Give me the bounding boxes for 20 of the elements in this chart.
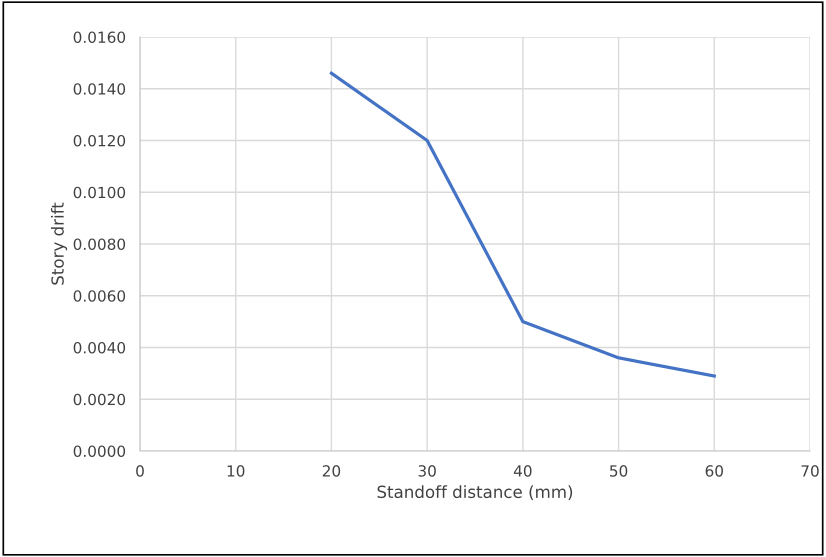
y-tick-label: 0.0080 — [74, 238, 126, 250]
x-tick-label: 20 — [322, 465, 340, 477]
y-tick-label: 0.0040 — [74, 342, 126, 354]
x-tick-label: 10 — [228, 465, 244, 477]
x-tick-label: 50 — [610, 465, 628, 477]
y-tick-label: 0.0060 — [74, 290, 126, 302]
y-tick-label: 0.0000 — [74, 445, 126, 458]
y-tick-label: 0.0120 — [74, 134, 126, 147]
y-axis-title: Story drift — [50, 202, 68, 285]
x-tick-label: 40 — [514, 465, 532, 477]
x-tick-label: 60 — [706, 465, 723, 477]
x-tick-label: 30 — [418, 465, 436, 477]
y-tick-label: 0.0020 — [74, 394, 126, 406]
y-tick-label: 0.0140 — [74, 83, 126, 95]
x-tick-label: 70 — [802, 465, 819, 477]
y-tick-label: 0.0160 — [74, 31, 126, 44]
line-series — [330, 72, 716, 378]
x-axis-title: Standoff distance (mm) — [378, 485, 572, 500]
x-tick-label: 0 — [136, 465, 144, 477]
y-tick-label: 0.0100 — [74, 186, 126, 198]
